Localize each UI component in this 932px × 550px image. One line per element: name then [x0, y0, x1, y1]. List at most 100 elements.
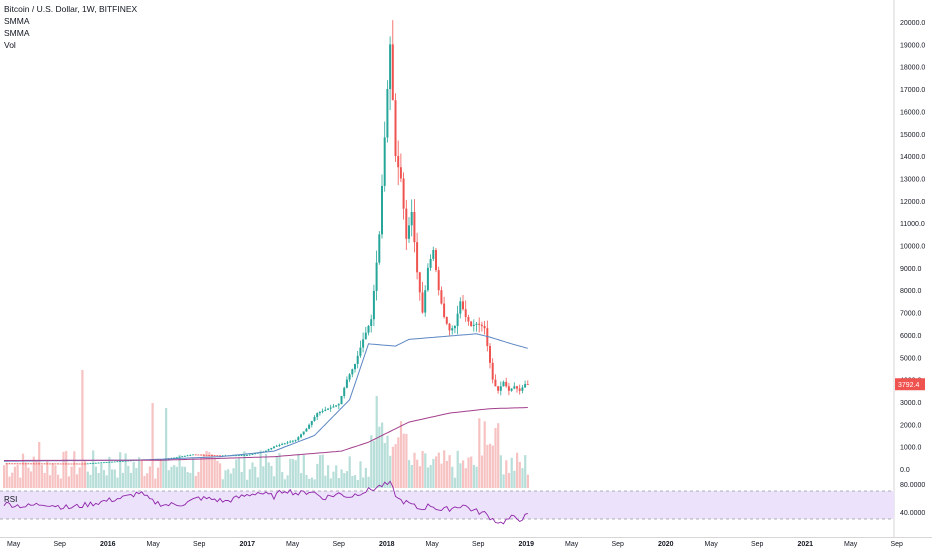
rsi-pane — [0, 480, 894, 525]
candle-body — [345, 379, 348, 388]
price-tick-label: 2000.0 — [900, 422, 922, 429]
candle-body — [375, 262, 378, 291]
study-smma-2[interactable]: SMMA — [4, 28, 30, 38]
volume-bar — [410, 465, 413, 488]
candle-body — [308, 424, 311, 429]
time-tick-label: Sep — [193, 541, 206, 548]
symbol-title[interactable]: Bitcoin / U.S. Dollar, 1W, BITFINEX — [4, 4, 138, 14]
volume-bar — [111, 469, 114, 488]
volume-bar — [251, 462, 254, 488]
candle-body — [219, 455, 221, 457]
candle-body — [421, 292, 424, 313]
candle-body — [318, 412, 321, 414]
candle-body — [478, 323, 481, 325]
volume-bar — [402, 433, 405, 488]
candle-body — [413, 211, 416, 243]
candle-body — [448, 323, 451, 331]
volume-bar — [445, 460, 448, 488]
candle-body — [192, 454, 194, 456]
candle-body — [505, 381, 508, 387]
price-tick-label: 19000.0 — [900, 42, 925, 49]
candle-body — [24, 463, 27, 465]
volume-bar — [259, 450, 262, 488]
price-tick-label: 13000.0 — [900, 176, 925, 183]
last-price-value: 3792.4 — [898, 382, 920, 389]
volume-bar — [394, 444, 397, 488]
candle-body — [410, 211, 413, 226]
volume-bar — [273, 476, 276, 488]
volume-bar — [48, 475, 52, 488]
price-axis[interactable]: 0.01000.02000.03000.04000.05000.06000.07… — [900, 20, 925, 517]
price-tick-label: 1000.0 — [900, 445, 922, 452]
candle-body — [197, 454, 200, 456]
candle-body — [408, 225, 410, 239]
candle-body — [48, 463, 51, 465]
volume-bar — [300, 473, 303, 488]
candle-body — [100, 462, 103, 464]
time-tick-label: 2019 — [519, 541, 535, 548]
time-tick-label: Sep — [472, 541, 485, 548]
volume-bar — [516, 452, 519, 488]
candle-body — [54, 463, 57, 465]
time-axis[interactable]: May Sep 2016 May Sep 2017 May Sep 2018 May Sep 2019… — [7, 541, 903, 548]
volume-bar — [464, 468, 467, 488]
candle-body — [356, 355, 359, 364]
candle-body — [111, 461, 113, 463]
time-tick-label: May — [565, 541, 579, 548]
candle-body — [429, 258, 432, 268]
study-smma-1[interactable]: SMMA — [4, 16, 30, 26]
candle-body — [424, 290, 427, 313]
volume-bar — [121, 472, 124, 488]
candle-body — [524, 384, 527, 388]
study-volume[interactable]: Vol — [4, 40, 16, 50]
candle-body — [92, 463, 95, 464]
candle-body — [405, 208, 408, 239]
candle-body — [256, 452, 259, 454]
chart-legend: Bitcoin / U.S. Dollar, 1W, BITFINEX SMMA… — [4, 3, 137, 51]
candle-body — [510, 388, 513, 391]
volume-bar — [389, 455, 392, 488]
candle-body — [13, 463, 16, 465]
candles — [5, 20, 529, 465]
candle-body — [337, 404, 340, 406]
volume-bar — [175, 466, 178, 488]
volume-bar — [24, 462, 27, 488]
candle-body — [283, 443, 286, 445]
candle-body — [445, 317, 448, 324]
volume-bar — [248, 469, 251, 488]
volume-bar — [3, 465, 6, 488]
volume-bar — [116, 477, 119, 488]
candle-body — [59, 463, 62, 465]
smma-slow-path — [4, 407, 528, 461]
candle-body — [483, 325, 486, 329]
volume-bar — [456, 450, 459, 488]
volume-bar — [324, 475, 327, 488]
candle-body — [516, 386, 518, 389]
candle-body — [370, 319, 373, 326]
time-tick-label: Sep — [612, 541, 625, 548]
candle-body — [65, 463, 68, 465]
candle-body — [194, 454, 197, 456]
price-tick-label: 5000.0 — [900, 355, 922, 362]
volume-bar — [186, 472, 189, 488]
volume-bar — [372, 440, 376, 488]
volume-bar — [329, 478, 332, 488]
volume-bar — [318, 455, 322, 488]
volume-bar — [470, 456, 473, 488]
volume-bar — [208, 452, 211, 488]
candle-body — [418, 272, 421, 293]
candle-body — [235, 455, 238, 457]
volume-bar — [246, 479, 249, 488]
candle-body — [451, 328, 454, 331]
volume-bar — [97, 473, 100, 488]
volume-bar — [356, 479, 359, 488]
volume-bar — [483, 421, 486, 488]
candle-body — [521, 387, 524, 391]
time-tick-label: Sep — [333, 541, 346, 548]
candle-body — [472, 324, 475, 326]
candle-body — [456, 313, 459, 326]
candle-body — [372, 290, 375, 320]
candle-body — [494, 379, 497, 387]
candle-body — [35, 463, 38, 465]
